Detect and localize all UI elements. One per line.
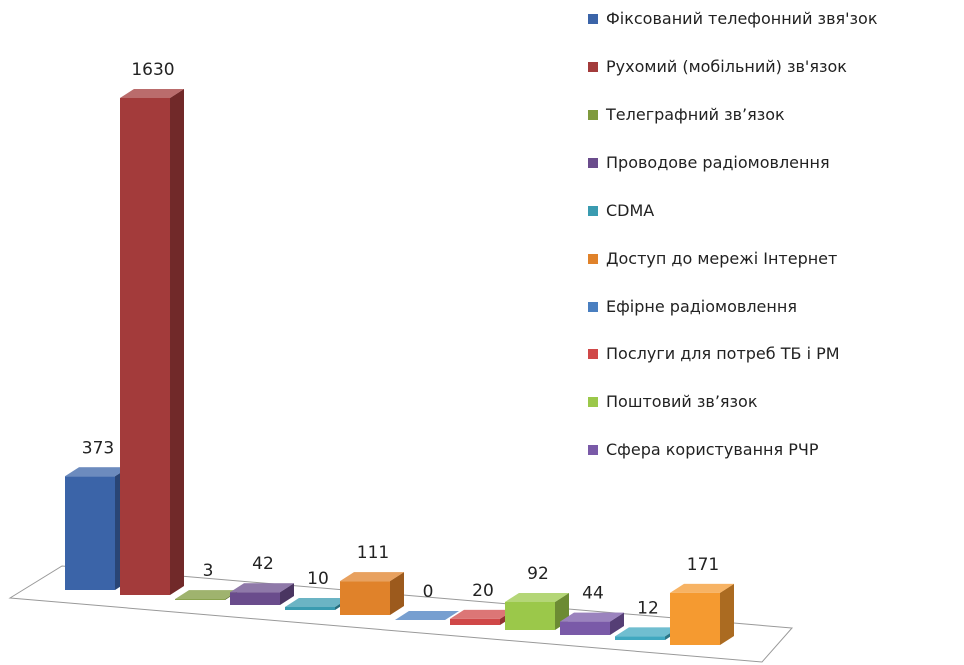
data-label: 3 bbox=[203, 561, 214, 581]
data-label: 0 bbox=[423, 582, 434, 602]
legend-label: Фіксований телефонний звя'зок bbox=[606, 9, 878, 28]
bar-side-shade bbox=[720, 583, 734, 645]
bar bbox=[670, 592, 720, 645]
bar-top bbox=[340, 572, 404, 582]
legend-item: Проводове радіомовлення bbox=[588, 152, 830, 174]
bar bbox=[560, 621, 610, 635]
data-label: 111 bbox=[357, 543, 389, 563]
bar bbox=[230, 592, 280, 605]
bar-side bbox=[390, 572, 404, 615]
legend-item: Ефірне радіомовлення bbox=[588, 296, 797, 318]
legend-swatch bbox=[588, 397, 598, 407]
bar bbox=[340, 581, 390, 615]
bar-top bbox=[285, 597, 349, 607]
bar-top bbox=[505, 592, 569, 602]
bar-side bbox=[610, 612, 624, 635]
data-label: 92 bbox=[527, 564, 549, 584]
bar-top bbox=[670, 583, 734, 593]
legend-label: Ефірне радіомовлення bbox=[606, 297, 797, 316]
legend-item: Рухомий (мобільний) зв'язок bbox=[588, 56, 847, 78]
legend-swatch bbox=[588, 349, 598, 359]
data-label: 44 bbox=[582, 584, 604, 604]
bar bbox=[285, 606, 335, 610]
bar-top-light bbox=[560, 612, 624, 622]
legend-label: CDMA bbox=[606, 201, 655, 220]
data-label: 12 bbox=[637, 598, 659, 618]
legend-label: Проводове радіомовлення bbox=[606, 153, 830, 172]
bar-top-light bbox=[175, 590, 239, 600]
bar-top-light bbox=[285, 597, 349, 607]
legend-item: Телеграфний зв’язок bbox=[588, 104, 785, 126]
data-label: 20 bbox=[472, 581, 494, 601]
bar bbox=[175, 599, 225, 600]
bar-top bbox=[615, 627, 679, 637]
bar-side-shade bbox=[390, 572, 404, 615]
bar-top-light bbox=[65, 467, 129, 477]
bar-top bbox=[230, 583, 294, 593]
bar-side bbox=[720, 583, 734, 645]
bar-top-light bbox=[340, 572, 404, 582]
legend-swatch bbox=[588, 62, 598, 72]
bar-top bbox=[175, 590, 239, 600]
legend-label: Телеграфний зв’язок bbox=[606, 105, 785, 124]
legend-item: CDMA bbox=[588, 200, 654, 222]
legend-swatch bbox=[588, 206, 598, 216]
bar-side-shade bbox=[610, 612, 624, 635]
legend-label: Поштовий зв’язок bbox=[606, 392, 758, 411]
bar bbox=[615, 636, 665, 640]
legend-swatch bbox=[588, 302, 598, 312]
legend-item: Фіксований телефонний звя'зок bbox=[588, 8, 906, 30]
legend-item: Поштовий зв’язок bbox=[588, 391, 758, 413]
bar-top bbox=[65, 467, 129, 477]
bar-top bbox=[395, 611, 459, 620]
data-label: 42 bbox=[252, 554, 274, 574]
bar-top-light bbox=[505, 592, 569, 602]
legend-item: Послуги для потреб ТБ і РМ bbox=[588, 343, 840, 365]
bar-top-light bbox=[450, 609, 514, 619]
data-label: 171 bbox=[687, 555, 719, 575]
data-label: 10 bbox=[307, 569, 329, 589]
legend-label: Рухомий (мобільний) зв'язок bbox=[606, 57, 847, 76]
bar bbox=[65, 476, 115, 590]
legend-item: Сфера користування РЧР bbox=[588, 439, 818, 461]
legend-swatch bbox=[588, 158, 598, 168]
bar-top-light bbox=[120, 89, 184, 98]
legend-label: Послуги для потреб ТБ і РМ bbox=[606, 344, 840, 363]
legend-swatch bbox=[588, 445, 598, 455]
bar-top-light bbox=[230, 583, 294, 593]
bar-side-shade bbox=[280, 583, 294, 605]
bar-top bbox=[450, 609, 514, 619]
legend-label: Доступ до мережі Інтернет bbox=[606, 249, 838, 268]
bar-side bbox=[280, 583, 294, 605]
legend-swatch bbox=[588, 110, 598, 120]
bar bbox=[450, 618, 500, 625]
bar-top-light bbox=[615, 627, 679, 637]
legend-label: Сфера користування РЧР bbox=[606, 440, 819, 459]
bar-top bbox=[120, 89, 184, 98]
bar-top bbox=[560, 612, 624, 622]
legend-item: Доступ до мережі Інтернет bbox=[588, 248, 837, 270]
legend-swatch bbox=[588, 14, 598, 24]
bar-top-light bbox=[395, 611, 459, 620]
bar-side-shade bbox=[170, 89, 184, 595]
bar bbox=[505, 601, 555, 630]
bar-top-light bbox=[670, 583, 734, 593]
data-label: 1630 bbox=[131, 60, 174, 80]
bar-side bbox=[170, 89, 184, 595]
bar bbox=[120, 98, 170, 595]
legend-swatch bbox=[588, 254, 598, 264]
floor bbox=[8, 565, 794, 663]
data-label: 373 bbox=[82, 438, 114, 458]
